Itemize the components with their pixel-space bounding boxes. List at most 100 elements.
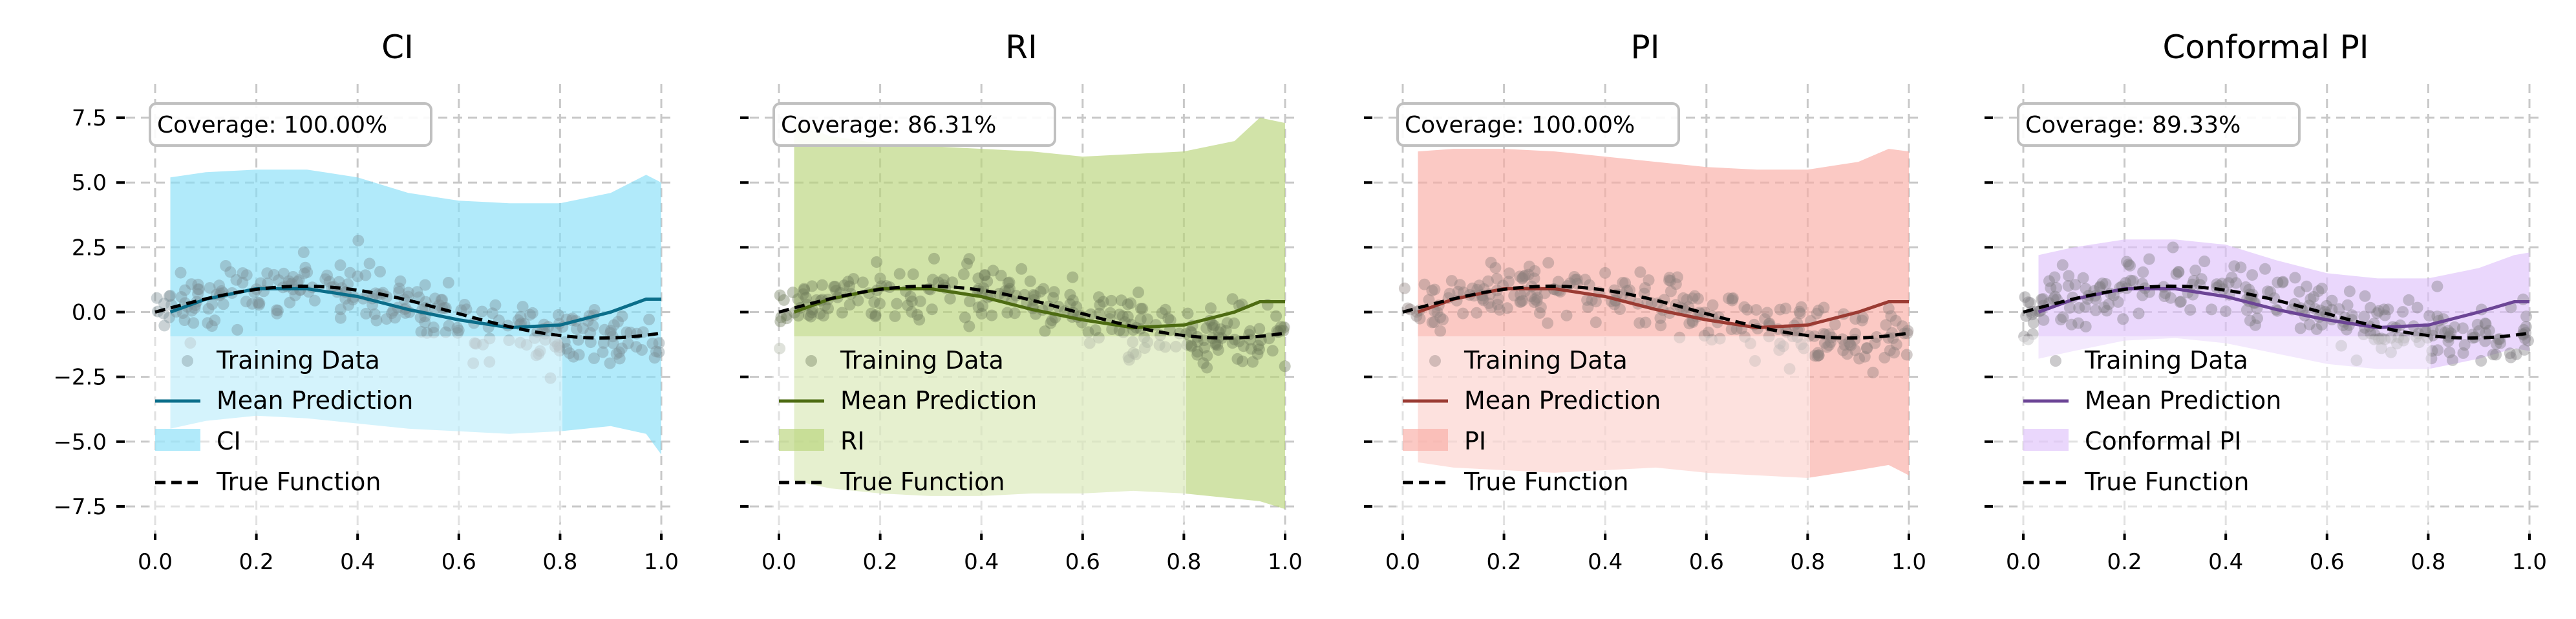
data-point [814,308,826,320]
data-point [261,267,273,279]
data-point [847,273,860,285]
data-point [1569,274,1581,286]
data-point [255,277,267,289]
data-point [2277,276,2289,288]
data-point [2385,346,2397,358]
data-point [2043,275,2055,287]
data-point [2335,340,2347,352]
data-point [2240,281,2252,293]
data-point [2397,306,2409,318]
data-point [2382,303,2394,316]
data-point [2449,321,2461,333]
data-point [902,299,914,312]
data-point [2365,301,2376,314]
data-point [926,303,938,316]
y-axis: 7.5 5.0 2.5 0.0 −2.5 −5.0 −7.5 [53,105,125,520]
data-point [1122,298,1134,310]
data-point [1191,345,1204,358]
data-point [957,268,970,280]
data-point [588,304,601,316]
data-point [1226,293,1239,305]
panel-title: Conformal PI [2162,28,2368,66]
coverage-box-frame [2017,102,2301,147]
data-point [2063,301,2076,314]
data-point [1517,272,1529,284]
y-tick-label: −7.5 [53,494,107,520]
data-point [987,265,999,277]
data-point [2423,310,2436,322]
x-tick-label: 0.8 [1166,549,1201,575]
true-function-line [778,284,1286,340]
data-point [2206,303,2218,316]
coverage-box: Coverage: 100.00% [1396,102,1680,147]
legend-marker-band [1403,429,1448,451]
data-point [1821,341,1833,353]
data-point [1443,287,1456,299]
data-point [1714,332,1726,345]
data-point [1811,307,1823,320]
data-point [597,337,610,349]
data-point [476,305,488,318]
data-point [429,292,441,305]
data-point [284,296,296,309]
x-tick-label: 0.8 [2411,549,2445,575]
data-point [2289,272,2301,284]
data-point [1838,339,1851,351]
data-point [2308,291,2320,303]
data-point [1744,338,1756,350]
data-point [2426,345,2438,357]
data-point [1429,283,1441,296]
data-point [1201,350,1213,362]
data-point [1159,303,1171,316]
coverage-box-frame [772,102,1056,147]
data-point [1117,326,1129,338]
data-point [913,314,926,326]
data-point [1723,292,1734,305]
data-point [435,294,447,306]
data-point [961,257,973,270]
data-point [224,266,237,278]
data-point [360,307,372,320]
x-tick-label: 0.0 [1385,549,1420,575]
x-tick-label: 1.0 [2512,549,2547,575]
data-point [1039,325,1051,338]
data-point [781,312,793,325]
data-point [1184,325,1197,338]
mean-prediction-line [793,287,1285,330]
data-point [2096,277,2109,290]
data-point [1692,292,1704,305]
data-point [2090,304,2102,316]
data-point [2379,309,2391,321]
x-tick-label: 1.0 [1891,549,1926,575]
data-point [344,266,356,279]
data-point [1244,325,1256,337]
data-point [2368,329,2381,341]
x-tick-label: 0.8 [1790,549,1825,575]
data-point [775,311,787,323]
data-point [1004,283,1016,295]
data-point [944,292,956,305]
data-point [2170,268,2182,280]
data-point [394,275,407,287]
data-point [158,320,171,332]
data-point [1533,307,1546,319]
panel-title: CI [381,28,414,66]
data-point [1253,323,1266,335]
data-point [268,268,280,281]
data-point [2303,318,2315,331]
data-point [237,267,249,279]
data-point [419,316,431,329]
legend-label: True Function [1464,468,1628,496]
panel-4: Conformal PI 0.0 0.2 0.4 0.6 0.8 1.0 Coverage: … [1985,28,2547,575]
data-point [2358,310,2370,323]
data-point [1133,287,1144,298]
data-point [2072,317,2085,329]
data-point [334,303,346,316]
data-point [1774,303,1786,316]
data-point [1773,344,1785,356]
data-point [2312,285,2325,297]
data-point [1683,318,1696,330]
data-point [1849,313,1862,325]
data-point [1884,344,1896,356]
data-point [2080,320,2092,332]
